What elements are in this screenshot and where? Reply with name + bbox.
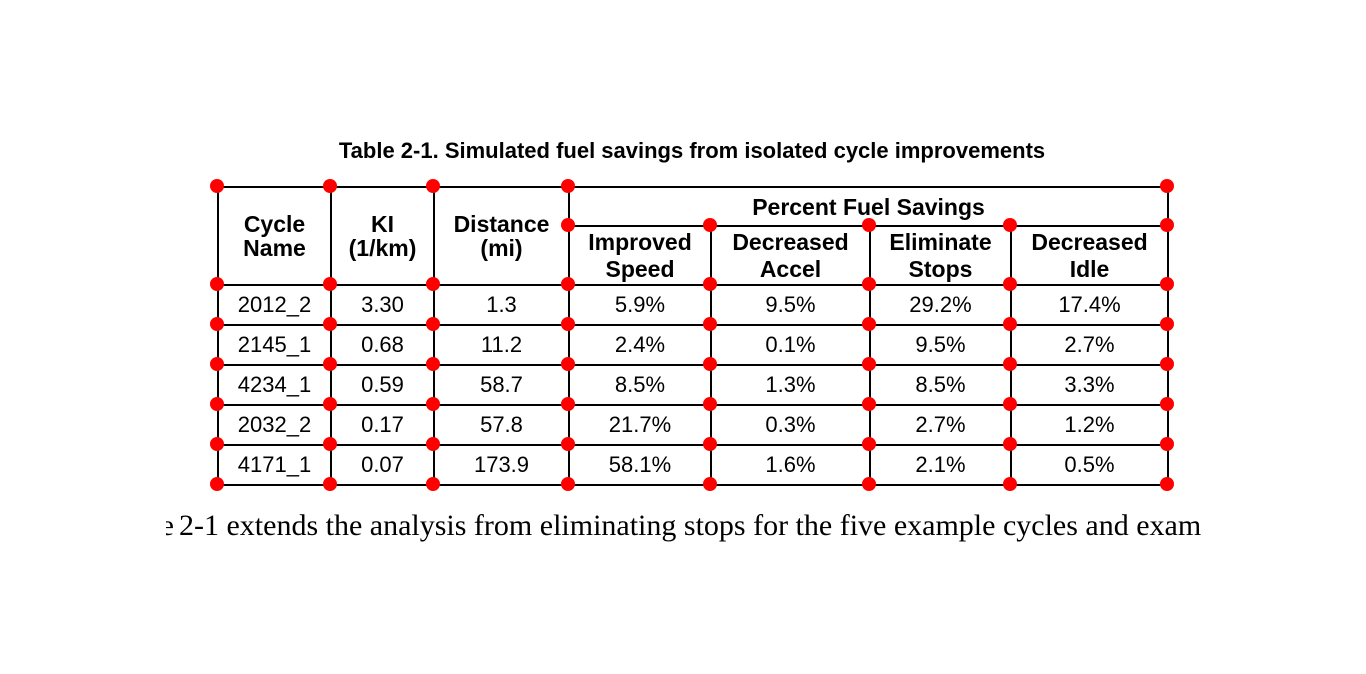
- table-cell: 9.5%: [869, 324, 1012, 366]
- table-cell: 0.3%: [710, 404, 871, 446]
- fuel-savings-table: Cycle Name KI (1/km) Distance (mi) Perce…: [210, 179, 1174, 491]
- table-cell: 5.9%: [568, 284, 712, 326]
- table-row: 2032_2 0.17 57.8 21.7% 0.3% 2.7% 1.2%: [217, 404, 1170, 446]
- table-cell: 1.3: [433, 284, 570, 326]
- table-cell: 0.68: [330, 324, 435, 366]
- table-cell: 9.5%: [710, 284, 871, 326]
- table-cell: 0.1%: [710, 324, 871, 366]
- table-cell: 0.17: [330, 404, 435, 446]
- body-text-line: e 2-1 extends the analysis from eliminati…: [166, 506, 1201, 546]
- column-header-decreased-idle: Decreased Idle: [1009, 225, 1170, 286]
- column-header-eliminate-stops: Eliminate Stops: [869, 225, 1012, 286]
- table-cell: 2.4%: [568, 324, 712, 366]
- group-header-percent-fuel-savings: Percent Fuel Savings: [567, 186, 1170, 227]
- table-cell: 173.9: [433, 444, 570, 486]
- table-cell: 17.4%: [1009, 284, 1170, 326]
- table-cell: 57.8: [433, 404, 570, 446]
- table-cell: 29.2%: [869, 284, 1012, 326]
- table-cell: 1.2%: [1009, 404, 1170, 446]
- table-row: 4234_1 0.59 58.7 8.5% 1.3% 8.5% 3.3%: [217, 364, 1170, 406]
- table-subheader-row: Improved Speed Decreased Accel Eliminate…: [218, 225, 1170, 286]
- table-cell: 0.5%: [1009, 444, 1170, 486]
- body-sentence: 2-1 extends the analysis from eliminatin…: [179, 509, 1202, 542]
- table-cell: 4234_1: [217, 364, 332, 406]
- table-cell: 1.3%: [710, 364, 871, 406]
- clipped-char: e: [166, 509, 174, 542]
- table-cell: 2.7%: [1009, 324, 1170, 366]
- table-cell: 58.7: [433, 364, 570, 406]
- table-cell: 0.07: [330, 444, 435, 486]
- data-table: Cycle Name KI (1/km) Distance (mi) Perce…: [217, 186, 1170, 486]
- table-cell: 4171_1: [217, 444, 332, 486]
- table-row: 2145_1 0.68 11.2 2.4% 0.1% 9.5% 2.7%: [217, 324, 1170, 366]
- table-cell: 0.59: [330, 364, 435, 406]
- table-header-row: Cycle Name KI (1/km) Distance (mi) Perce…: [217, 186, 1170, 286]
- column-header-improved-speed: Improved Speed: [568, 225, 712, 286]
- table-caption: Table 2-1. Simulated fuel savings from i…: [338, 138, 1046, 163]
- column-header-cycle-name: Cycle Name: [217, 186, 332, 286]
- table-cell: 2032_2: [217, 404, 332, 446]
- column-header-decreased-accel: Decreased Accel: [710, 225, 871, 286]
- column-header-distance: Distance (mi): [433, 186, 570, 286]
- table-cell: 2145_1: [217, 324, 332, 366]
- table-cell: 1.6%: [710, 444, 871, 486]
- table-cell: 3.3%: [1009, 364, 1170, 406]
- column-header-ki: KI (1/km): [330, 186, 435, 286]
- table-cell: 8.5%: [568, 364, 712, 406]
- table-cell: 11.2: [433, 324, 570, 366]
- table-cell: 3.30: [330, 284, 435, 326]
- table-cell: 8.5%: [869, 364, 1012, 406]
- table-row: 4171_1 0.07 173.9 58.1% 1.6% 2.1% 0.5%: [217, 444, 1170, 486]
- table-cell: 2012_2: [217, 284, 332, 326]
- table-cell: 2.7%: [869, 404, 1012, 446]
- table-cell: 2.1%: [869, 444, 1012, 486]
- table-row: 2012_2 3.30 1.3 5.9% 9.5% 29.2% 17.4%: [217, 284, 1170, 326]
- table-cell: 58.1%: [568, 444, 712, 486]
- table-cell: 21.7%: [568, 404, 712, 446]
